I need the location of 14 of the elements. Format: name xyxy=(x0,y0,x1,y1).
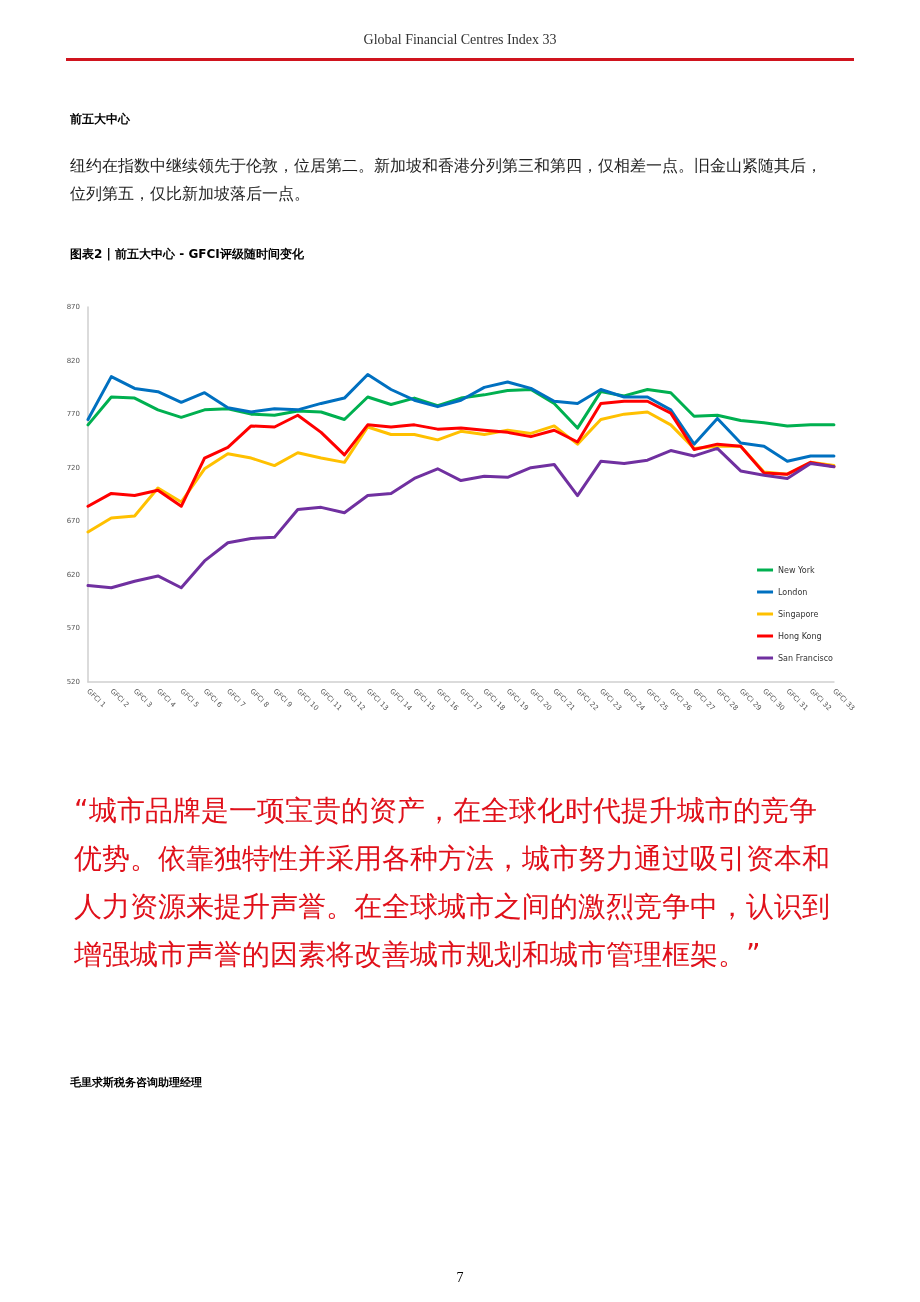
line-series xyxy=(86,373,836,463)
text: Global Financial Centres Index 33 xyxy=(362,31,558,48)
legend-label: San Francisco xyxy=(778,653,834,663)
chart-title: 图表2 | 前五大中心 - GFCI评级随时间变化 xyxy=(70,246,305,263)
text: 纽约在指数中继续领先于伦敦，位居第二。新加坡和香港分列第三和第四，仅相差一点。旧金山紧随其后，位列第五，仅比新加坡落后一点。 xyxy=(70,155,823,205)
legend-label: London xyxy=(778,587,808,597)
text: 前五大中心 xyxy=(70,111,131,128)
text: 7 xyxy=(455,1270,465,1286)
legend-label: Hong Kong xyxy=(778,631,822,641)
text: 毛里求斯税务咨询助理经理 xyxy=(70,1075,203,1090)
line-series xyxy=(86,446,836,590)
legend-label: Singapore xyxy=(778,609,819,619)
text: “城市品牌是一项宝贵的资产，在全球化时代提升城市的竞争优势。依靠独特性并采用各种方法，城市努力通过吸引资本和人力资源来提升声誉。在全球城市之间的激烈竞争中，认识到增强城市声誉的因素将改善城市规划和城市管理框架。” xyxy=(74,793,831,973)
legend-label: New York xyxy=(778,565,816,575)
